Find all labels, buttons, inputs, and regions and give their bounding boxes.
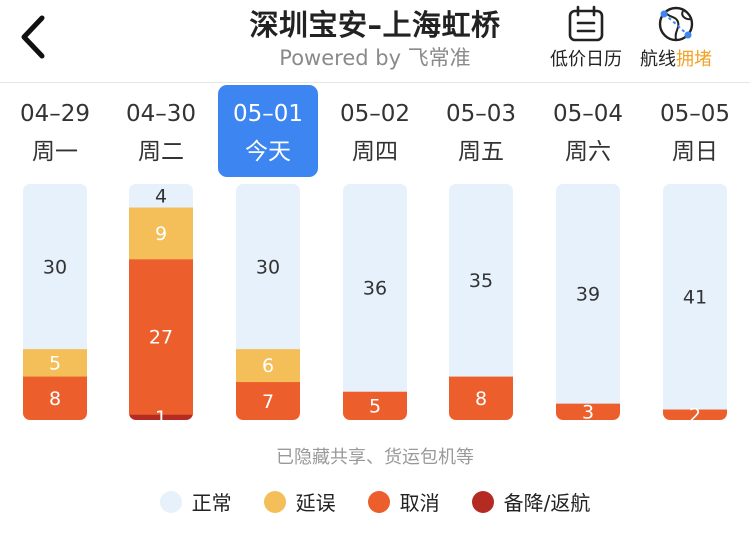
weekday-label: 周日	[672, 139, 718, 165]
flight-status-chart: 8 5 30 1 27 9 4 7 6 30 5 36 8 35 3 39 2 41	[23, 184, 727, 425]
date-tab-0[interactable]: 04–29 周一	[5, 85, 105, 177]
page-subtitle: Powered by 飞常准	[279, 46, 471, 70]
bar-segment	[663, 409, 727, 420]
date-label: 05–03	[445, 101, 517, 127]
legend-swatch	[471, 490, 494, 513]
data-label: 4	[155, 186, 167, 208]
bar-segment	[23, 376, 87, 420]
data-label: 41	[683, 287, 707, 309]
data-label: 5	[369, 396, 381, 418]
bar-segment	[23, 348, 87, 377]
chevron-left-icon	[21, 15, 45, 59]
back-button[interactable]	[12, 12, 56, 62]
calendar-icon	[568, 5, 604, 42]
data-label: 5	[49, 352, 61, 374]
legend: 正常 延误 取消 备降/返航	[0, 487, 750, 516]
bar-segment	[449, 184, 513, 377]
data-label: 1	[155, 407, 167, 425]
legend-item-cancelled: 取消	[367, 487, 440, 516]
legend-label: 备降/返航	[503, 491, 591, 515]
weekday-label: 周一	[32, 139, 78, 165]
bar-group: 8 35	[449, 184, 513, 420]
date-label: 05–04	[552, 101, 624, 127]
route-congestion-button[interactable]: 航线拥堵	[626, 4, 726, 71]
data-label: 27	[149, 327, 173, 349]
route-label: 航线拥堵	[640, 49, 712, 70]
date-tab-4[interactable]: 05–03 周五	[431, 85, 531, 177]
bar-segment	[129, 184, 193, 208]
bar-segment	[449, 376, 513, 420]
bar-segment	[23, 184, 87, 350]
data-label: 3	[582, 402, 594, 424]
data-label: 30	[256, 256, 280, 278]
bar-group: 7 6 30	[236, 184, 300, 420]
data-label: 8	[49, 388, 61, 410]
bar-group: 5 36	[343, 184, 407, 420]
date-label: 05–05	[659, 101, 731, 127]
bar-segment	[129, 414, 193, 420]
legend-swatch	[263, 490, 286, 513]
bar-segment	[343, 391, 407, 420]
bar-group: 1 27 9 4	[129, 184, 193, 425]
header: 深圳宝安–上海虹桥 Powered by 飞常准 低价日历 航线拥堵	[0, 0, 750, 82]
legend-item-diverted: 备降/返航	[471, 487, 591, 516]
legend-swatch	[159, 490, 182, 513]
weekday-label: 今天	[245, 139, 291, 165]
weekday-label: 周六	[565, 139, 611, 165]
bar-segment	[236, 381, 300, 420]
date-tab-1[interactable]: 04–30 周二	[111, 85, 211, 177]
bar-segment	[663, 184, 727, 410]
data-label: 8	[475, 388, 487, 410]
legend-label: 延误	[295, 491, 336, 515]
legend-label: 取消	[399, 491, 440, 515]
legend-item-delayed: 延误	[263, 487, 336, 516]
data-label: 6	[262, 355, 274, 377]
bar-group: 3 39	[556, 184, 620, 424]
header-divider	[0, 82, 750, 83]
weekday-label: 周四	[352, 139, 398, 165]
date-tab-2[interactable]: 05–01 今天	[218, 85, 318, 177]
bar-segment	[236, 184, 300, 350]
data-label: 9	[155, 223, 167, 245]
page-title: 深圳宝安–上海虹桥	[249, 8, 501, 42]
calendar-label: 低价日历	[550, 49, 622, 70]
bar-segment	[236, 348, 300, 383]
bar-segment	[343, 184, 407, 392]
data-label: 39	[576, 284, 600, 306]
legend-item-normal: 正常	[159, 487, 232, 516]
bar-group: 2 41	[663, 184, 727, 425]
bar-segment	[129, 258, 193, 415]
date-tab-3[interactable]: 05–02 周四	[325, 85, 425, 177]
weekday-label: 周五	[458, 139, 504, 165]
data-label: 30	[43, 256, 67, 278]
data-label: 36	[363, 278, 387, 300]
bar-segment	[556, 184, 620, 404]
legend-label: 正常	[191, 491, 232, 515]
data-label: 2	[689, 405, 701, 425]
weekday-label: 周二	[138, 139, 184, 165]
legend-swatch	[367, 490, 390, 513]
date-label: 04–29	[19, 101, 91, 127]
bar-group: 8 5 30	[23, 184, 87, 420]
data-label: 35	[469, 270, 493, 292]
hidden-flights-note: 已隐藏共享、货运包机等	[276, 447, 474, 468]
date-label: 04–30	[125, 101, 197, 127]
date-tab-6[interactable]: 05–05 周日	[645, 85, 745, 177]
data-label: 7	[262, 391, 274, 413]
bar-segment	[129, 207, 193, 260]
low-price-calendar-button[interactable]: 低价日历	[536, 4, 636, 71]
bar-segment	[556, 403, 620, 420]
globe-route-icon	[658, 6, 694, 42]
date-label: 05–02	[339, 101, 411, 127]
date-tab-5[interactable]: 05–04 周六	[538, 85, 638, 177]
date-label: 05–01	[232, 101, 304, 127]
